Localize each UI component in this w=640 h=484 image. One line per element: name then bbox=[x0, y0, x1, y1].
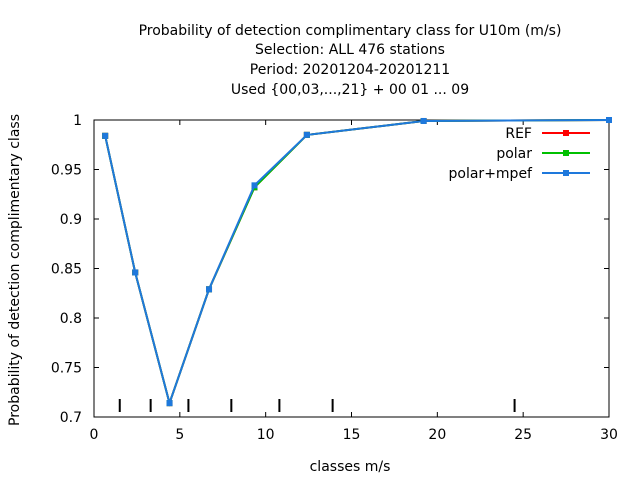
legend-label: REF bbox=[505, 126, 532, 142]
series-polar-mpef bbox=[102, 117, 612, 407]
y-axis-label: Probability of detection complimentary c… bbox=[7, 114, 23, 426]
legend-item: polar bbox=[496, 146, 590, 162]
series-line bbox=[104, 119, 610, 407]
x-tick-label: 10 bbox=[257, 427, 275, 443]
title-line-2: Selection: ALL 476 stations bbox=[255, 42, 445, 58]
series-line bbox=[104, 119, 610, 407]
y-tick-label: 0.95 bbox=[51, 163, 82, 179]
legend-label: polar bbox=[496, 146, 532, 162]
x-axis-label: classes m/s bbox=[310, 459, 391, 475]
legend: REF polar polar+mpef bbox=[449, 126, 590, 182]
series-line bbox=[104, 119, 610, 407]
series-polar bbox=[102, 117, 612, 407]
legend-swatch-marker bbox=[563, 170, 569, 176]
y-tick-label: 0.75 bbox=[51, 361, 82, 377]
data-point bbox=[206, 286, 213, 293]
legend-swatch-marker bbox=[563, 150, 569, 156]
class-boundary-marks bbox=[118, 399, 516, 412]
y-tick-label: 0.85 bbox=[51, 262, 82, 278]
data-point bbox=[166, 400, 173, 407]
chart-title: Probability of detection complimentary c… bbox=[139, 23, 562, 98]
y-axis: 0.7 0.75 0.8 0.85 0.9 0.95 1 bbox=[51, 113, 609, 426]
title-line-4: Used {00,03,...,21} + 00 01 ... 09 bbox=[231, 82, 469, 98]
title-line-3: Period: 20201204-20201211 bbox=[250, 62, 450, 78]
data-point bbox=[303, 131, 310, 138]
x-tick-label: 30 bbox=[600, 427, 618, 443]
y-tick-label: 1 bbox=[73, 113, 82, 129]
x-tick-label: 20 bbox=[428, 427, 446, 443]
data-point bbox=[132, 269, 139, 276]
series-group bbox=[102, 117, 612, 407]
legend-swatch-marker bbox=[563, 130, 569, 136]
x-axis: 0 5 10 15 20 25 30 bbox=[90, 120, 618, 443]
legend-item: REF bbox=[505, 126, 590, 142]
data-point bbox=[251, 182, 258, 189]
y-tick-label: 0.7 bbox=[60, 410, 82, 426]
x-tick-label: 15 bbox=[343, 427, 361, 443]
plot-frame bbox=[93, 119, 610, 418]
x-tick-label: 25 bbox=[514, 427, 532, 443]
legend-label: polar+mpef bbox=[449, 166, 534, 182]
data-point bbox=[420, 117, 427, 124]
y-tick-label: 0.9 bbox=[60, 212, 82, 228]
data-point bbox=[606, 117, 612, 123]
y-tick-label: 0.8 bbox=[60, 311, 82, 327]
legend-item: polar+mpef bbox=[449, 166, 590, 182]
title-line-1: Probability of detection complimentary c… bbox=[139, 23, 562, 39]
x-tick-label: 5 bbox=[175, 427, 184, 443]
x-tick-label: 0 bbox=[90, 427, 99, 443]
series-ref bbox=[102, 117, 612, 407]
data-point bbox=[102, 132, 109, 139]
